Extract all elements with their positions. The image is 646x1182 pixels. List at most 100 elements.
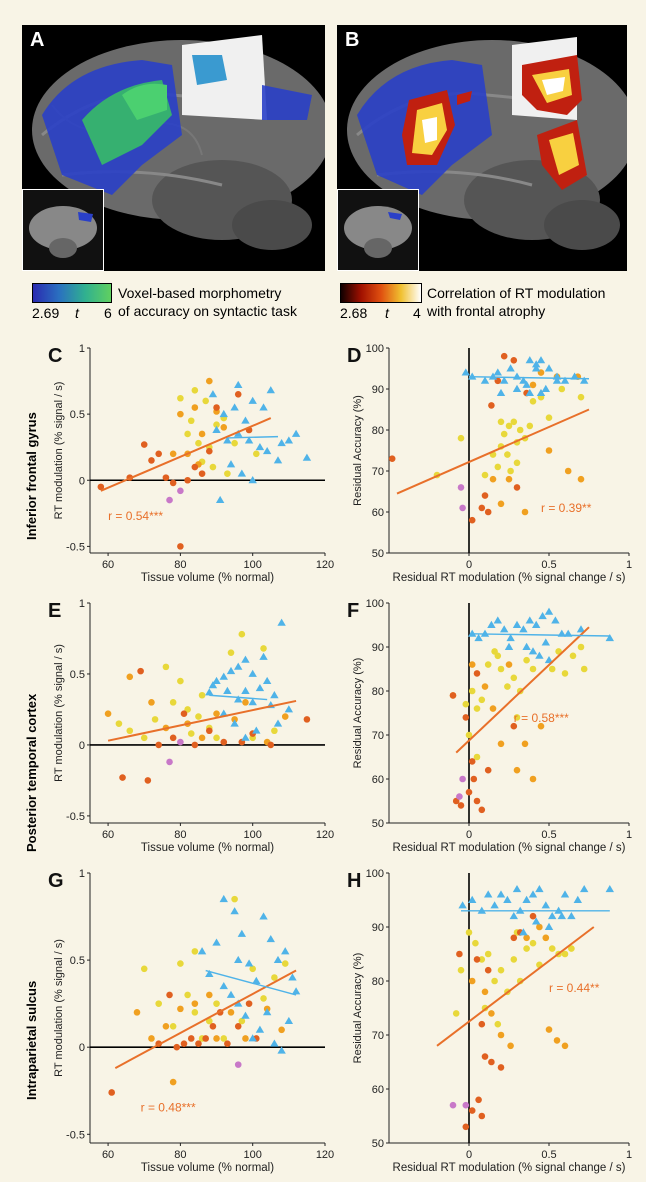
- colorbar-b-caption-2: with frontal atrophy: [427, 303, 546, 319]
- data-point-dot: [478, 504, 486, 512]
- y-tick-label: 1: [79, 598, 85, 610]
- data-point-triangle: [284, 436, 294, 444]
- data-point-dot: [234, 1061, 242, 1068]
- data-point-triangle: [525, 616, 534, 624]
- data-point-dot: [558, 385, 566, 393]
- data-point-triangle: [252, 976, 261, 984]
- data-point-dot: [494, 652, 502, 660]
- correlation-annotation: r = 0.54***: [108, 509, 163, 523]
- data-point-dot: [206, 727, 213, 735]
- regression-line-patients: [396, 408, 590, 495]
- data-point-dot: [177, 543, 184, 550]
- y-tick-label: 0: [79, 1042, 85, 1054]
- data-point-dot: [468, 516, 476, 524]
- data-point-triangle: [551, 616, 560, 624]
- data-point-dot: [494, 1020, 502, 1028]
- data-point-triangle: [480, 376, 490, 384]
- data-point-dot: [513, 484, 521, 491]
- x-tick-label: 120: [316, 829, 334, 841]
- data-point-dot: [516, 426, 524, 434]
- data-point-triangle: [519, 928, 528, 936]
- x-tick-label: 0: [466, 1149, 472, 1161]
- brain-inset-a: [22, 189, 104, 271]
- data-point-dot: [545, 414, 553, 421]
- data-point-triangle: [522, 380, 531, 388]
- data-point-dot: [97, 483, 105, 491]
- correlation-annotation: r = 0.39**: [541, 501, 592, 515]
- y-tick-label: 50: [372, 818, 384, 830]
- data-point-dot: [242, 699, 249, 706]
- data-point-dot: [497, 665, 505, 673]
- data-point-dot: [151, 716, 159, 723]
- data-point-triangle: [234, 380, 243, 388]
- data-point-triangle: [512, 384, 522, 392]
- y-tick-label: 100: [366, 868, 384, 880]
- x-tick-label: 80: [174, 559, 186, 571]
- data-point-dot: [180, 1040, 188, 1048]
- data-point-triangle: [541, 384, 550, 392]
- data-point-triangle: [560, 890, 570, 898]
- data-point-triangle: [262, 1008, 272, 1016]
- data-point-triangle: [252, 726, 261, 734]
- data-point-dot: [468, 661, 476, 668]
- data-point-triangle: [461, 368, 470, 376]
- data-point-dot: [529, 381, 537, 389]
- data-point-dot: [220, 1035, 228, 1042]
- colorbar-b-t: t: [385, 305, 389, 321]
- data-point-triangle: [288, 973, 297, 981]
- data-point-triangle: [522, 895, 531, 903]
- data-point-triangle: [528, 890, 538, 898]
- data-point-dot: [213, 1000, 220, 1007]
- data-point-dot: [484, 966, 492, 974]
- brain-inset-b: [337, 189, 419, 271]
- x-axis-label: Tissue volume (% normal): [141, 572, 274, 584]
- data-point-dot: [177, 960, 184, 967]
- x-tick-label: 0.5: [541, 559, 556, 571]
- data-point-dot: [206, 991, 213, 999]
- data-point-dot: [213, 734, 220, 742]
- data-point-dot: [468, 977, 476, 985]
- data-point-triangle: [496, 890, 506, 898]
- data-point-dot: [470, 775, 478, 783]
- data-point-dot: [126, 727, 134, 735]
- data-point-dot: [497, 418, 505, 426]
- data-point-dot: [475, 1096, 482, 1104]
- x-tick-label: 0.5: [541, 829, 556, 841]
- regression-line-patients: [455, 626, 590, 754]
- data-point-dot: [234, 1022, 242, 1030]
- y-axis-label: RT modulation (% signal / s): [53, 644, 65, 782]
- data-point-dot: [278, 1026, 285, 1034]
- data-point-dot: [184, 476, 191, 484]
- panel-letter: F: [347, 600, 359, 622]
- data-point-triangle: [262, 676, 272, 685]
- x-tick-label: 0.5: [541, 1149, 556, 1161]
- y-axis-label: Residual Accuracy (%): [352, 395, 364, 506]
- data-point-dot: [521, 740, 529, 748]
- data-point-dot: [140, 965, 148, 973]
- data-point-triangle: [266, 934, 275, 943]
- x-tick-label: 0: [466, 829, 472, 841]
- data-point-triangle: [536, 388, 546, 397]
- regression-line-patients: [100, 417, 272, 492]
- brain-render-b: [347, 37, 627, 250]
- data-point-dot: [162, 474, 170, 481]
- data-point-triangle: [219, 409, 228, 418]
- data-point-dot: [140, 441, 148, 448]
- x-tick-label: 100: [244, 829, 262, 841]
- data-point-dot: [513, 459, 521, 467]
- data-point-dot: [449, 1101, 457, 1109]
- data-point-triangle: [262, 446, 272, 455]
- data-point-triangle: [241, 1011, 250, 1019]
- data-point-dot: [494, 463, 502, 471]
- data-point-dot: [271, 727, 278, 735]
- data-point-triangle: [248, 476, 257, 484]
- data-point-dot: [505, 661, 513, 668]
- colorbar-a-max: 6: [104, 305, 112, 321]
- x-axis-label: Tissue volume (% normal): [141, 842, 274, 854]
- data-point-triangle: [255, 442, 265, 451]
- data-point-dot: [169, 734, 177, 742]
- data-point-dot: [162, 1022, 170, 1030]
- data-point-dot: [155, 741, 162, 749]
- data-point-triangle: [493, 368, 502, 376]
- y-tick-label: 0: [79, 475, 85, 487]
